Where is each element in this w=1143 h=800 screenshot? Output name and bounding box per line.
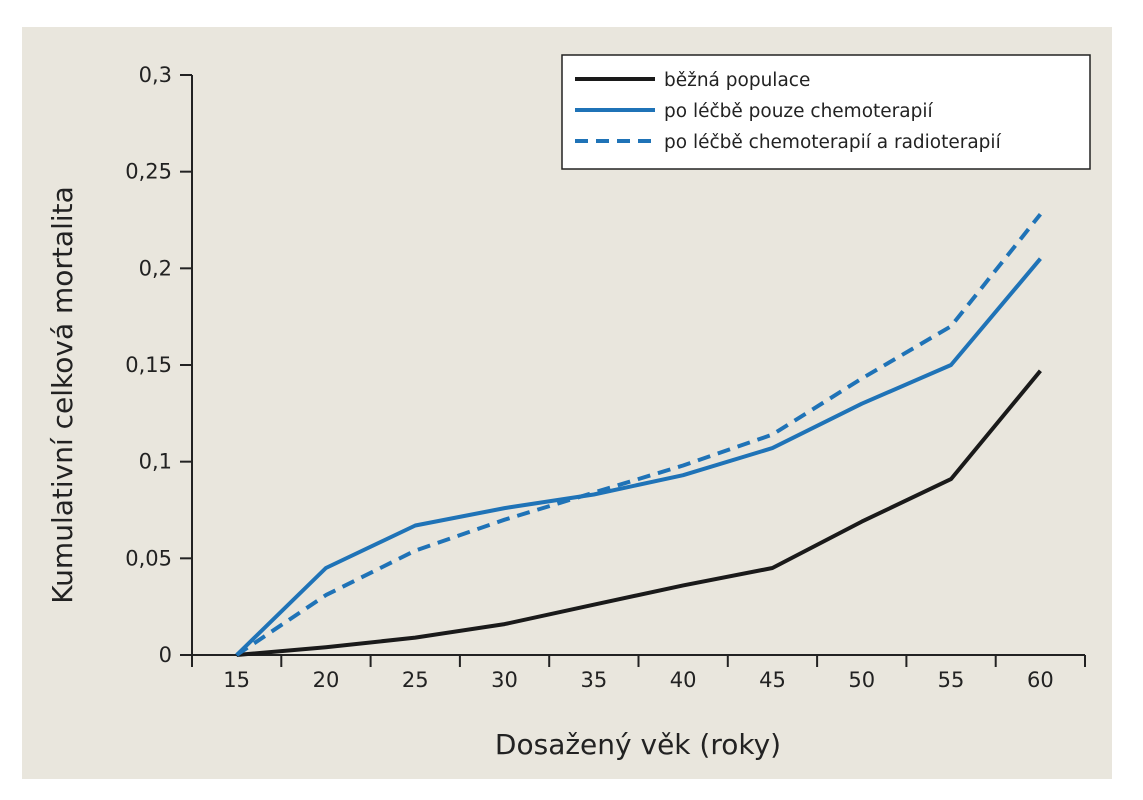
legend: běžná populace po léčbě pouze chemoterapi… <box>561 54 1091 170</box>
x-tick-label: 55 <box>938 668 965 692</box>
x-tick-label: 35 <box>580 668 607 692</box>
x-tick-label: 30 <box>491 668 518 692</box>
y-tick-label: 0,2 <box>139 256 172 280</box>
legend-label: běžná populace <box>664 70 810 91</box>
x-tick-label: 20 <box>313 668 340 692</box>
x-tick-label: 50 <box>848 668 875 692</box>
y-tick-label: 0,25 <box>125 160 172 184</box>
y-tick-label: 0,15 <box>125 353 172 377</box>
y-tick-label: 0 <box>159 643 172 667</box>
y-ticks: 0 0,05 0,1 0,15 0,2 0,25 0,3 <box>125 63 192 667</box>
chart-panel: 0 0,05 0,1 0,15 0,2 0,25 0,3 15 20 25 30 35 40 45 50 5… <box>22 27 1112 779</box>
series-line-2 <box>235 212 1042 657</box>
x-tick-label: 15 <box>223 668 250 692</box>
y-axis-title: Kumulativní celková mortalita <box>46 186 79 604</box>
legend-label: po léčbě pouze chemoterapií <box>664 101 933 122</box>
x-tick-label: 40 <box>670 668 697 692</box>
x-tick-label: 60 <box>1027 668 1054 692</box>
y-tick-label: 0,1 <box>139 450 172 474</box>
x-axis-title: Dosažený věk (roky) <box>495 728 781 761</box>
y-tick-label: 0,3 <box>139 63 172 87</box>
series-line-1 <box>235 257 1042 657</box>
series-line-0 <box>236 369 1042 657</box>
x-ticks: 15 20 25 30 35 40 45 50 55 60 <box>191 655 1086 692</box>
x-tick-label: 45 <box>759 668 786 692</box>
x-tick-label: 25 <box>402 668 429 692</box>
legend-label: po léčbě chemoterapií a radioterapií <box>664 132 1002 153</box>
y-tick-label: 0,05 <box>125 546 172 570</box>
line-chart: 0 0,05 0,1 0,15 0,2 0,25 0,3 15 20 25 30 35 40 45 50 5… <box>46 54 1091 761</box>
series-layer <box>235 212 1042 657</box>
